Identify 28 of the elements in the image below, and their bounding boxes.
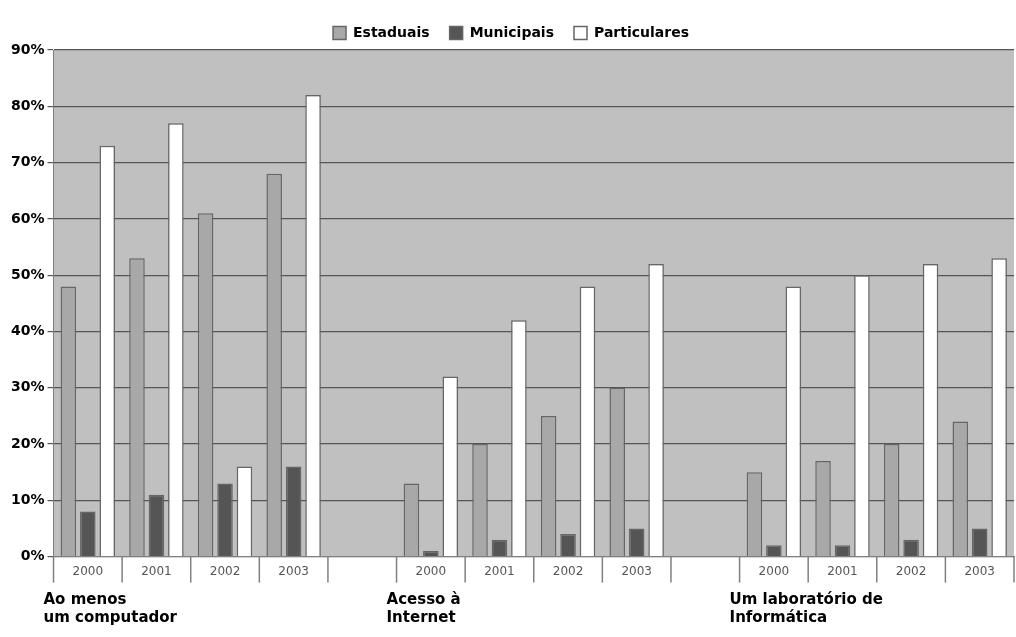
y-tick-label: 50% <box>10 265 45 282</box>
legend-label: Particulares <box>594 23 689 40</box>
x-tick-label: 2003 <box>964 563 995 578</box>
x-tick-label: 2000 <box>758 563 790 578</box>
x-tick-label: 2002 <box>895 563 927 578</box>
x-tick-label: 2001 <box>141 563 172 578</box>
x-tick-label: 2003 <box>278 563 309 578</box>
x-tick-label: 2003 <box>621 563 652 578</box>
y-tick-label: 10% <box>10 490 45 507</box>
x-tick-label: 2000 <box>72 563 104 578</box>
x-tick-label: 2001 <box>484 563 515 578</box>
y-tick-label: 20% <box>10 434 45 451</box>
y-tick-label: 30% <box>10 378 45 395</box>
x-tick-label: 2002 <box>552 563 584 578</box>
x-tick-label: 2002 <box>209 563 241 578</box>
y-tick-label: 80% <box>10 96 45 113</box>
y-tick-label: 60% <box>10 209 45 226</box>
text: Ao menos um computador <box>43 589 178 626</box>
y-tick-label: 90% <box>10 40 45 57</box>
y-tick-label: 70% <box>10 153 45 170</box>
legend-label: Municipais <box>469 23 555 40</box>
y-tick-label: 40% <box>10 322 45 339</box>
legend-label: Estaduais <box>353 23 430 40</box>
text: Um laboratório de Informática <box>729 589 883 626</box>
x-tick-label: 2000 <box>415 563 447 578</box>
x-tick-label: 2001 <box>827 563 858 578</box>
y-tick-label: 0% <box>20 547 45 564</box>
text: Acesso à Internet <box>386 589 461 626</box>
